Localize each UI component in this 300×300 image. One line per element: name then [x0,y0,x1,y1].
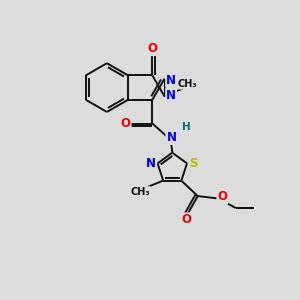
Text: N: N [166,88,176,101]
Text: CH₃: CH₃ [178,79,197,89]
Text: O: O [121,117,130,130]
Text: N: N [166,74,176,87]
Text: O: O [147,42,158,55]
Text: N: N [167,131,176,144]
Text: N: N [146,157,156,170]
Text: CH₃: CH₃ [130,187,150,197]
Text: S: S [189,157,198,170]
Text: O: O [182,213,192,226]
Text: H: H [182,122,190,132]
Text: O: O [218,190,227,203]
